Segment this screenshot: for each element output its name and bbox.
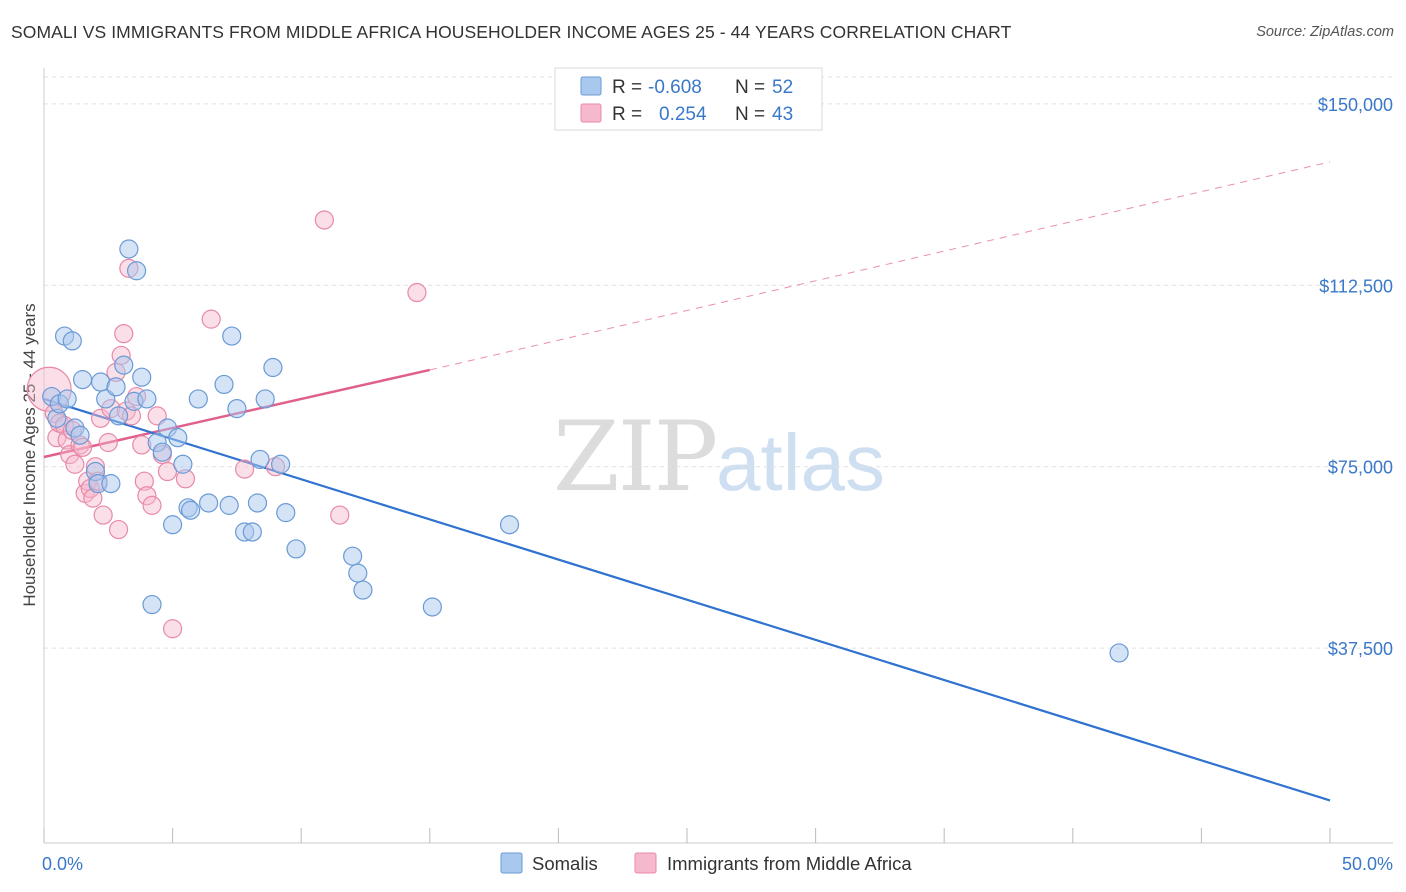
series-legend: Somalis Immigrants from Middle Africa <box>500 852 912 874</box>
data-point-somali <box>72 370 93 390</box>
legend-swatch-midafrica <box>580 103 602 123</box>
legend-n-label-somali: N = <box>735 77 765 98</box>
data-point-somali <box>222 326 242 346</box>
data-point-midafrica <box>137 486 157 506</box>
data-point-somali <box>343 546 363 566</box>
data-point-somali <box>422 597 442 617</box>
y-tick-label: $37,500 <box>1328 639 1393 659</box>
legend-r-value-midafrica: 0.254 <box>659 104 707 125</box>
data-point-somali <box>62 331 82 351</box>
axes <box>43 68 1393 844</box>
data-point-somali <box>168 428 188 448</box>
data-point-somali <box>286 539 306 559</box>
y-tick-labels: $37,500 $75,000 $112,500 $150,000 <box>1318 95 1393 659</box>
data-point-midafrica <box>235 459 255 479</box>
data-point-somali <box>108 406 129 426</box>
data-point-somali <box>181 500 201 520</box>
series-somali-points <box>42 239 1129 663</box>
y-axis-label: Householder Income Ages 25 - 44 years <box>20 303 39 606</box>
data-point-somali <box>271 454 291 474</box>
data-point-midafrica <box>142 495 162 515</box>
legend-swatch-somali <box>580 76 602 96</box>
data-point-somali <box>137 389 157 409</box>
data-point-somali <box>173 454 193 474</box>
legend-n-value-somali: 52 <box>772 77 793 98</box>
data-point-midafrica <box>98 432 118 453</box>
data-point-midafrica <box>201 309 221 329</box>
data-point-somali <box>250 449 270 470</box>
watermark-zip: ZIP <box>553 401 716 513</box>
data-point-midafrica <box>114 324 134 344</box>
data-point-somali <box>57 389 77 409</box>
watermark-atlas: atlas <box>716 418 885 507</box>
data-point-somali <box>119 239 139 259</box>
data-point-midafrica <box>314 210 334 230</box>
legend-n-label-midafrica: N = <box>735 104 765 125</box>
data-point-somali <box>353 580 373 600</box>
x-tick-label-min: 0.0% <box>42 854 83 874</box>
bottom-legend-label-midafrica: Immigrants from Middle Africa <box>667 853 912 874</box>
data-point-somali <box>242 522 262 542</box>
bottom-legend-swatch-midafrica <box>634 852 657 874</box>
trend-line-midafrica-extension <box>429 161 1331 371</box>
data-point-somali <box>106 377 126 397</box>
data-point-somali <box>348 563 368 583</box>
data-point-somali <box>499 515 520 535</box>
y-tick-label: $112,500 <box>1319 276 1393 296</box>
data-point-somali <box>188 389 208 409</box>
data-point-somali <box>263 357 283 378</box>
chart-title: SOMALI VS IMMIGRANTS FROM MIDDLE AFRICA … <box>11 22 1012 42</box>
data-point-somali <box>255 389 275 409</box>
legend-r-label-midafrica: R = <box>612 104 642 125</box>
data-point-somali <box>219 495 239 515</box>
data-point-somali <box>276 503 296 523</box>
source-credit: Source: ZipAtlas.com <box>1256 24 1394 40</box>
data-point-somali <box>152 442 172 462</box>
data-point-somali <box>70 425 90 445</box>
legend-n-value-midafrica: 43 <box>772 104 793 125</box>
legend-r-value-somali: -0.608 <box>648 77 702 98</box>
y-tick-label: $150,000 <box>1318 95 1393 115</box>
data-point-midafrica <box>134 471 154 491</box>
grid-lines <box>44 76 1393 649</box>
correlation-legend: R = -0.608 N = 52 R = 0.254 N = 43 <box>554 67 823 131</box>
data-point-midafrica <box>65 454 85 474</box>
data-point-somali <box>227 399 247 419</box>
data-point-somali <box>247 493 268 513</box>
data-point-midafrica <box>330 505 350 525</box>
x-tick-labels: 0.0% 50.0% <box>42 854 1393 874</box>
data-point-somali <box>142 594 162 615</box>
y-tick-label: $75,000 <box>1328 458 1393 478</box>
data-point-somali <box>199 493 219 513</box>
data-point-midafrica <box>108 519 129 540</box>
data-point-somali <box>214 374 234 395</box>
legend-r-label-somali: R = <box>612 77 642 98</box>
data-point-somali <box>126 261 147 281</box>
data-point-midafrica <box>157 461 178 482</box>
data-point-somali <box>114 355 134 375</box>
data-point-midafrica <box>163 619 183 639</box>
data-point-somali <box>1109 643 1129 663</box>
data-point-somali <box>101 474 121 494</box>
bottom-legend-swatch-somali <box>500 852 523 874</box>
data-point-somali <box>163 515 183 535</box>
data-point-midafrica <box>407 282 427 303</box>
bottom-legend-label-somali: Somalis <box>532 853 598 874</box>
data-point-midafrica <box>93 505 113 525</box>
x-tick-label-max: 50.0% <box>1342 854 1393 874</box>
data-point-somali <box>132 367 152 387</box>
